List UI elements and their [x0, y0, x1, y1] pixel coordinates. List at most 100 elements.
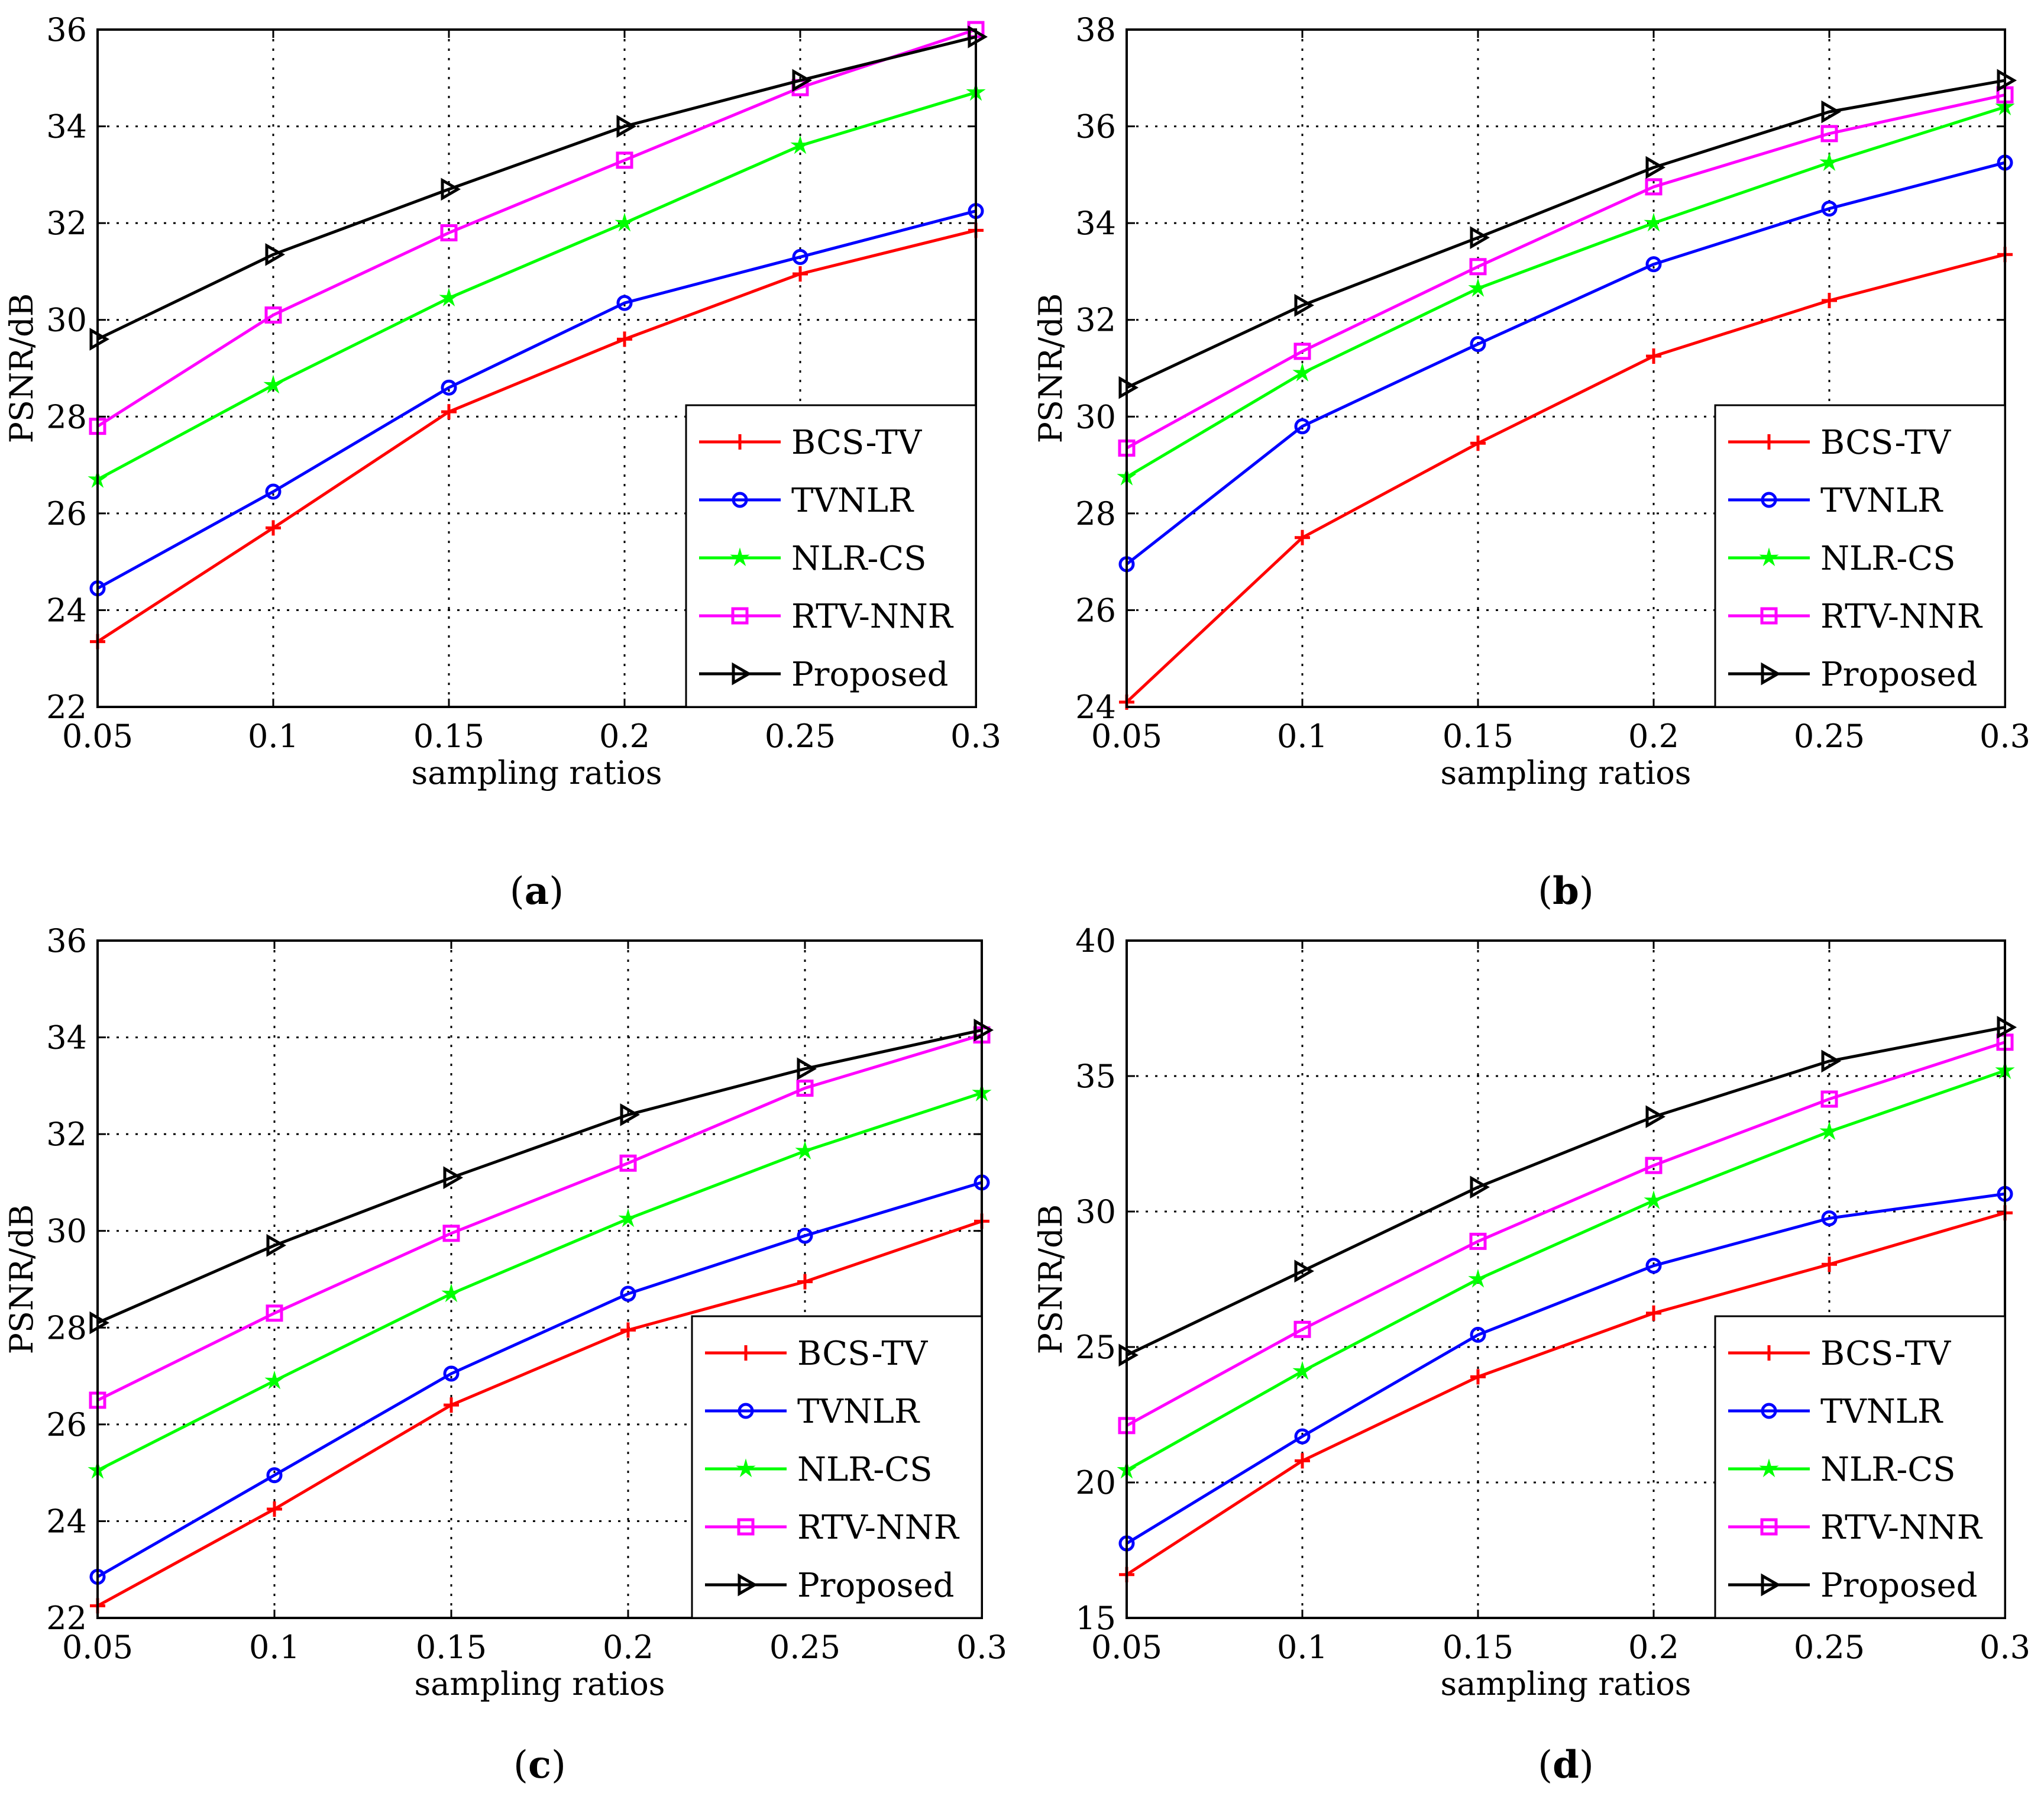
x-axis-label: sampling ratios: [1441, 1665, 1692, 1703]
x-tick-label: 0.05: [62, 1629, 133, 1666]
caption-open: (: [1538, 1743, 1553, 1787]
x-tick-label: 0.1: [248, 718, 299, 755]
data-point-star: [441, 1283, 461, 1303]
y-tick-label: 24: [1075, 689, 1116, 726]
legend-entry: BCS-TV: [705, 1335, 929, 1373]
x-tick-label: 0.2: [1628, 1629, 1679, 1666]
data-point-triangle-right: [620, 1103, 641, 1126]
legend: BCS-TV TVNLR NLR-CS RTV-NNR Proposed: [691, 1315, 983, 1619]
data-point-square: [264, 306, 282, 324]
y-tick-label: 28: [46, 1309, 87, 1346]
legend-entry: Proposed: [1728, 1566, 1977, 1605]
y-tick-label: 30: [46, 1213, 87, 1250]
data-point-star: [264, 1370, 284, 1390]
legend-entry: NLR-CS: [699, 540, 926, 578]
chart-panel-d: 0.05 0.1 0.15 0.2 0.25 0.3 15 20 25 30 35 40 samplin…: [1032, 922, 2030, 1787]
x-tick-label: 0.25: [1794, 718, 1865, 755]
legend-entry: NLR-CS: [1728, 540, 1955, 578]
x-tick-label: 0.2: [599, 718, 650, 755]
legend-entry: NLR-CS: [705, 1451, 932, 1489]
y-axis-label: PSNR/dB: [3, 1204, 40, 1355]
data-point-circle: [265, 483, 282, 500]
data-point-circle: [1470, 336, 1486, 353]
legend-label: RTV-NNR: [1820, 597, 1983, 636]
x-tick-label: 0.15: [413, 718, 484, 755]
data-point-circle: [792, 248, 808, 265]
data-point-square: [619, 1154, 637, 1172]
legend-marker-square: [737, 1518, 755, 1536]
legend: BCS-TV TVNLR NLR-CS RTV-NNR Proposed: [1714, 1315, 2006, 1619]
data-point-circle: [441, 379, 457, 396]
data-point-plus: [1646, 348, 1661, 364]
data-point-triangle-right: [443, 1166, 464, 1190]
data-point-square: [1820, 1090, 1838, 1108]
data-point-circle: [1821, 201, 1838, 217]
series-line: [1126, 1041, 2006, 1427]
data-point-star: [1468, 278, 1488, 297]
y-tick-label: 32: [46, 1116, 87, 1153]
legend-marker-star: [1759, 547, 1779, 567]
legend-marker-square: [1760, 607, 1778, 625]
legend-entry: TVNLR: [1728, 1393, 1943, 1431]
y-tick-label: 38: [1075, 11, 1116, 49]
legend: BCS-TV TVNLR NLR-CS RTV-NNR Proposed: [1714, 404, 2006, 708]
data-point-star: [1644, 212, 1664, 232]
y-axis-label: PSNR/dB: [3, 293, 40, 444]
legend-marker-plus: [732, 434, 748, 450]
legend-entry: TVNLR: [699, 482, 914, 520]
y-tick-label: 22: [46, 1600, 87, 1637]
x-axis-label: sampling ratios: [415, 1665, 665, 1703]
data-point-plus: [1295, 1453, 1310, 1469]
legend-label: BCS-TV: [1820, 1335, 1952, 1373]
caption-letter: d: [1553, 1743, 1579, 1787]
axes-frame: [1126, 28, 2006, 708]
series-line: [96, 35, 976, 341]
series-line: [96, 228, 976, 643]
y-tick-label: 34: [1075, 205, 1116, 242]
y-tick-label: 24: [46, 592, 87, 629]
series-line: [1126, 93, 2006, 450]
legend-entry: RTV-NNR: [1728, 1508, 1983, 1547]
legend-marker-circle: [732, 492, 748, 508]
legend-entry: RTV-NNR: [1728, 597, 1983, 636]
caption-open: (: [510, 870, 525, 913]
legend-entry: Proposed: [1728, 655, 1977, 694]
x-tick-label: 0.1: [249, 1629, 300, 1666]
series-line: [1126, 1211, 2006, 1576]
legend-marker-circle: [1761, 492, 1777, 508]
data-point-plus: [797, 1274, 813, 1290]
x-tick-label: 0.3: [1980, 1629, 2030, 1666]
data-point-triangle-right: [797, 1057, 817, 1081]
y-tick-label: 36: [1075, 108, 1116, 146]
data-point-plus: [267, 1501, 282, 1517]
series-line: [1126, 79, 2006, 389]
y-tick-label: 30: [46, 302, 87, 339]
legend-label: NLR-CS: [797, 1451, 932, 1489]
panel-caption: (a): [510, 869, 564, 913]
data-point-triangle-right: [1645, 156, 1666, 179]
x-tick-label: 0.3: [956, 1629, 1007, 1666]
data-point-square: [796, 1079, 814, 1097]
legend-label: BCS-TV: [797, 1335, 929, 1373]
legend-entry: TVNLR: [1728, 482, 1943, 520]
data-point-circle: [1470, 1326, 1486, 1343]
legend-entry: RTV-NNR: [705, 1508, 960, 1547]
data-point-circle: [443, 1365, 460, 1382]
data-point-star: [1644, 1190, 1664, 1209]
legend-label: RTV-NNR: [791, 597, 954, 636]
y-tick-label: 36: [46, 11, 87, 49]
legend-label: RTV-NNR: [1820, 1508, 1983, 1547]
x-tick-label: 0.3: [950, 718, 1001, 755]
legend-marker-square: [731, 607, 749, 625]
data-point-plus: [1295, 529, 1310, 545]
y-tick-label: 28: [1075, 495, 1116, 532]
data-point-square: [442, 1225, 460, 1242]
legend-label: Proposed: [791, 655, 948, 694]
caption-close: ): [549, 870, 564, 913]
legend-marker-triangle-right: [1761, 1573, 1781, 1597]
legend-label: TVNLR: [1820, 482, 1943, 520]
series-line: [1126, 161, 2006, 566]
series-line: [96, 1220, 982, 1607]
x-tick-label: 0.15: [416, 1629, 487, 1666]
